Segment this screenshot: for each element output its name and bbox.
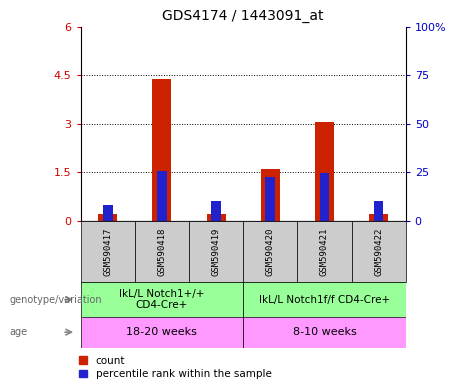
Bar [211, 202, 221, 221]
Bar [153, 79, 171, 221]
Text: 8-10 weeks: 8-10 weeks [293, 327, 356, 337]
Bar [81, 282, 243, 317]
Bar [135, 221, 189, 282]
Bar [319, 173, 329, 221]
Bar [261, 169, 280, 221]
Text: GSM590420: GSM590420 [266, 227, 275, 276]
Bar [369, 214, 388, 221]
Bar [243, 317, 406, 348]
Text: IkL/L Notch1+/+
CD4-Cre+: IkL/L Notch1+/+ CD4-Cre+ [119, 289, 205, 310]
Bar [81, 221, 135, 282]
Bar [103, 205, 112, 221]
Text: 18-20 weeks: 18-20 weeks [126, 327, 197, 337]
Text: GSM590419: GSM590419 [212, 227, 221, 276]
Bar [297, 221, 352, 282]
Bar [243, 221, 297, 282]
Bar [266, 177, 275, 221]
Bar [352, 221, 406, 282]
Bar [374, 202, 384, 221]
Bar [189, 221, 243, 282]
Bar [98, 214, 117, 221]
Bar [315, 122, 334, 221]
Bar [81, 317, 243, 348]
Text: genotype/variation: genotype/variation [9, 295, 102, 305]
Text: GSM590422: GSM590422 [374, 227, 383, 276]
Text: age: age [9, 327, 27, 337]
Text: IkL/L Notch1f/f CD4-Cre+: IkL/L Notch1f/f CD4-Cre+ [259, 295, 390, 305]
Bar [243, 282, 406, 317]
Text: GSM590421: GSM590421 [320, 227, 329, 276]
Text: GSM590418: GSM590418 [157, 227, 166, 276]
Text: GSM590417: GSM590417 [103, 227, 112, 276]
Title: GDS4174 / 1443091_at: GDS4174 / 1443091_at [162, 9, 324, 23]
Bar [157, 171, 167, 221]
Bar [207, 214, 225, 221]
Legend: count, percentile rank within the sample: count, percentile rank within the sample [79, 356, 272, 379]
